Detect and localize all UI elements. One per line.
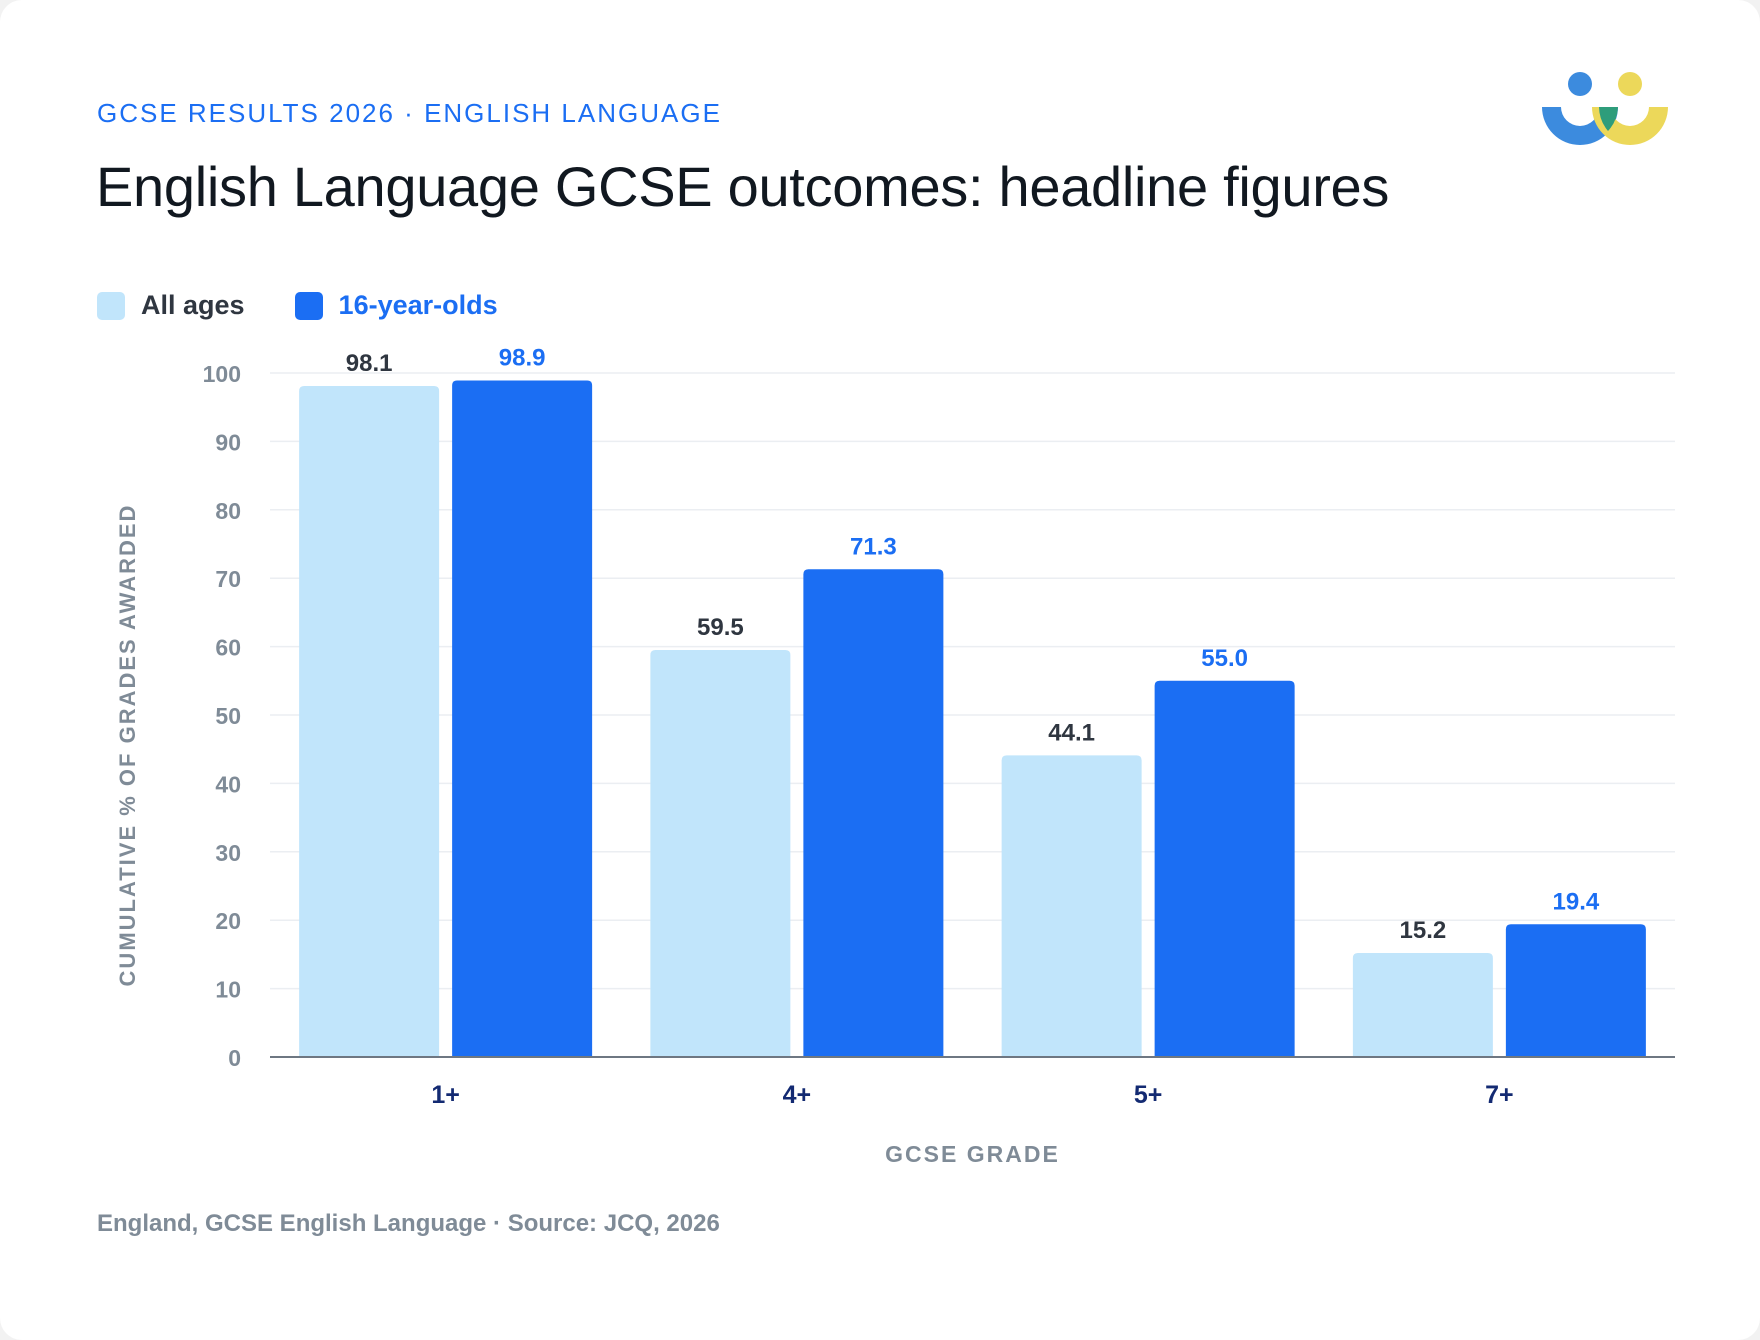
y-tick-label: 0 — [228, 1045, 241, 1071]
chart-footer-source: England, GCSE English Language · Source:… — [97, 1210, 720, 1237]
bar-16-year-olds-5plus[interactable] — [1154, 680, 1295, 1057]
bar-all-ages-5plus[interactable] — [1001, 755, 1142, 1057]
y-axis-title: CUMULATIVE % OF GRADES AWARDED — [115, 504, 140, 987]
data-label: 44.1 — [1048, 719, 1095, 746]
legend-item-16-year-olds[interactable]: 16-year-olds — [294, 290, 498, 321]
y-tick-label: 70 — [215, 566, 241, 592]
legend-item-all-ages[interactable]: All ages — [97, 290, 245, 321]
y-tick-label: 50 — [215, 703, 241, 729]
data-label: 98.9 — [499, 345, 546, 372]
x-tick-label: 5+ — [1134, 1081, 1163, 1109]
y-tick-label: 30 — [215, 840, 241, 866]
y-tick-label: 100 — [203, 361, 241, 387]
chart-kicker: GCSE RESULTS 2026 · ENGLISH LANGUAGE — [97, 98, 722, 128]
data-label: 98.1 — [346, 350, 393, 377]
bar-16-year-olds-4plus[interactable] — [803, 569, 944, 1057]
data-label: 15.2 — [1400, 917, 1447, 944]
people-logo-icon — [1542, 72, 1668, 145]
chart-title: English Language GCSE outcomes: headline… — [96, 155, 1390, 218]
bar-all-ages-4plus[interactable] — [650, 650, 791, 1057]
legend-swatch-16-year-olds — [294, 291, 323, 320]
legend-label-all-ages: All ages — [141, 290, 245, 320]
x-tick-label: 1+ — [431, 1081, 460, 1109]
data-label: 59.5 — [697, 614, 744, 641]
x-tick-label: 7+ — [1485, 1081, 1514, 1109]
y-tick-label: 40 — [215, 771, 241, 797]
legend-swatch-all-ages — [97, 291, 125, 320]
bar-all-ages-7plus[interactable] — [1352, 953, 1493, 1057]
y-tick-label: 80 — [215, 498, 241, 524]
x-axis-title: GCSE GRADE — [885, 1141, 1060, 1167]
y-tick-label: 60 — [215, 635, 241, 661]
data-label: 19.4 — [1553, 888, 1600, 915]
data-label: 71.3 — [850, 533, 897, 560]
bar-16-year-olds-7plus[interactable] — [1505, 924, 1646, 1057]
y-tick-label: 10 — [215, 977, 241, 1003]
data-label: 55.0 — [1201, 645, 1248, 672]
legend-label-16-year-olds: 16-year-olds — [338, 290, 498, 320]
x-tick-label: 4+ — [783, 1081, 812, 1109]
chart-legend: All ages 16-year-olds — [97, 290, 548, 321]
bar-16-year-olds-1plus[interactable] — [452, 380, 593, 1057]
bar-all-ages-1plus[interactable] — [299, 385, 440, 1058]
y-tick-label: 20 — [215, 908, 241, 934]
y-tick-label: 90 — [215, 429, 241, 455]
